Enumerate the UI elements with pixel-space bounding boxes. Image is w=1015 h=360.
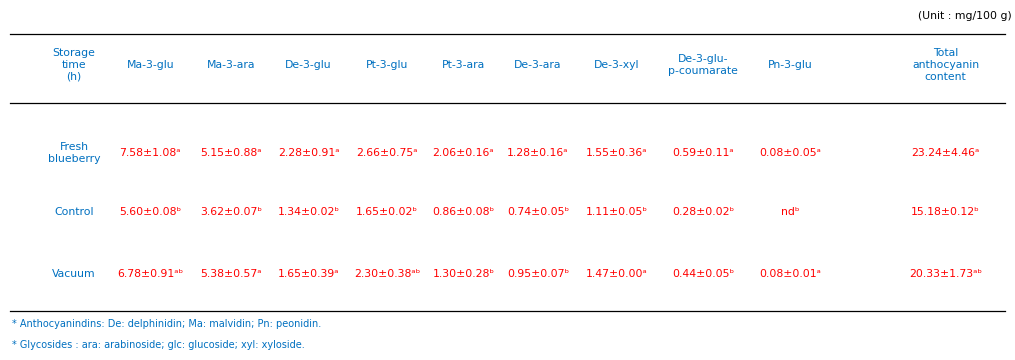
Text: 1.28±0.16ᵃ: 1.28±0.16ᵃ (508, 148, 568, 158)
Text: 0.08±0.01ᵃ: 0.08±0.01ᵃ (760, 269, 821, 279)
Text: De-3-xyl: De-3-xyl (594, 60, 639, 70)
Text: 7.58±1.08ᵃ: 7.58±1.08ᵃ (120, 148, 181, 158)
Text: De-3-glu-
p-coumarate: De-3-glu- p-coumarate (669, 54, 738, 76)
Text: 2.30±0.38ᵃᵇ: 2.30±0.38ᵃᵇ (354, 269, 420, 279)
Text: Control: Control (55, 207, 93, 217)
Text: 0.74±0.05ᵇ: 0.74±0.05ᵇ (506, 207, 569, 217)
Text: 20.33±1.73ᵃᵇ: 20.33±1.73ᵃᵇ (909, 269, 982, 279)
Text: 0.86±0.08ᵇ: 0.86±0.08ᵇ (432, 207, 494, 217)
Text: 5.38±0.57ᵃ: 5.38±0.57ᵃ (201, 269, 262, 279)
Text: Ma-3-ara: Ma-3-ara (207, 60, 256, 70)
Text: 1.11±0.05ᵇ: 1.11±0.05ᵇ (586, 207, 648, 217)
Text: Pt-3-ara: Pt-3-ara (442, 60, 485, 70)
Text: 2.66±0.75ᵃ: 2.66±0.75ᵃ (356, 148, 418, 158)
Text: Vacuum: Vacuum (53, 269, 95, 279)
Text: 0.28±0.02ᵇ: 0.28±0.02ᵇ (672, 207, 735, 217)
Text: De-3-glu: De-3-glu (285, 60, 332, 70)
Text: 0.59±0.11ᵃ: 0.59±0.11ᵃ (673, 148, 734, 158)
Text: Pt-3-glu: Pt-3-glu (366, 60, 408, 70)
Text: 5.15±0.88ᵃ: 5.15±0.88ᵃ (201, 148, 262, 158)
Text: 3.62±0.07ᵇ: 3.62±0.07ᵇ (200, 207, 263, 217)
Text: 1.30±0.28ᵇ: 1.30±0.28ᵇ (432, 269, 494, 279)
Text: Storage
time
(h): Storage time (h) (53, 48, 95, 82)
Text: Total
anthocyanin
content: Total anthocyanin content (911, 48, 979, 82)
Text: 6.78±0.91ᵃᵇ: 6.78±0.91ᵃᵇ (117, 269, 184, 279)
Text: 1.47±0.00ᵃ: 1.47±0.00ᵃ (586, 269, 648, 279)
Text: * Glycosides : ara: arabinoside; glc: glucoside; xyl: xyloside.: * Glycosides : ara: arabinoside; glc: gl… (12, 340, 304, 350)
Text: 2.28±0.91ᵃ: 2.28±0.91ᵃ (278, 148, 339, 158)
Text: Pn-3-glu: Pn-3-glu (768, 60, 813, 70)
Text: Ma-3-glu: Ma-3-glu (127, 60, 174, 70)
Text: Fresh
blueberry: Fresh blueberry (48, 142, 100, 164)
Text: 5.60±0.08ᵇ: 5.60±0.08ᵇ (119, 207, 182, 217)
Text: 2.06±0.16ᵃ: 2.06±0.16ᵃ (432, 148, 494, 158)
Text: * Anthocyanindins: De: delphinidin; Ma: malvidin; Pn: peonidin.: * Anthocyanindins: De: delphinidin; Ma: … (12, 319, 322, 329)
Text: 1.55±0.36ᵃ: 1.55±0.36ᵃ (586, 148, 648, 158)
Text: 1.34±0.02ᵇ: 1.34±0.02ᵇ (277, 207, 340, 217)
Text: 15.18±0.12ᵇ: 15.18±0.12ᵇ (911, 207, 979, 217)
Text: 1.65±0.39ᵃ: 1.65±0.39ᵃ (278, 269, 339, 279)
Text: 0.44±0.05ᵇ: 0.44±0.05ᵇ (672, 269, 735, 279)
Text: (Unit : mg/100 g): (Unit : mg/100 g) (919, 11, 1012, 21)
Text: 23.24±4.46ᵃ: 23.24±4.46ᵃ (911, 148, 979, 158)
Text: De-3-ara: De-3-ara (515, 60, 561, 70)
Text: 1.65±0.02ᵇ: 1.65±0.02ᵇ (356, 207, 418, 217)
Text: 0.08±0.05ᵃ: 0.08±0.05ᵃ (760, 148, 821, 158)
Text: 0.95±0.07ᵇ: 0.95±0.07ᵇ (506, 269, 569, 279)
Text: ndᵇ: ndᵇ (782, 207, 800, 217)
